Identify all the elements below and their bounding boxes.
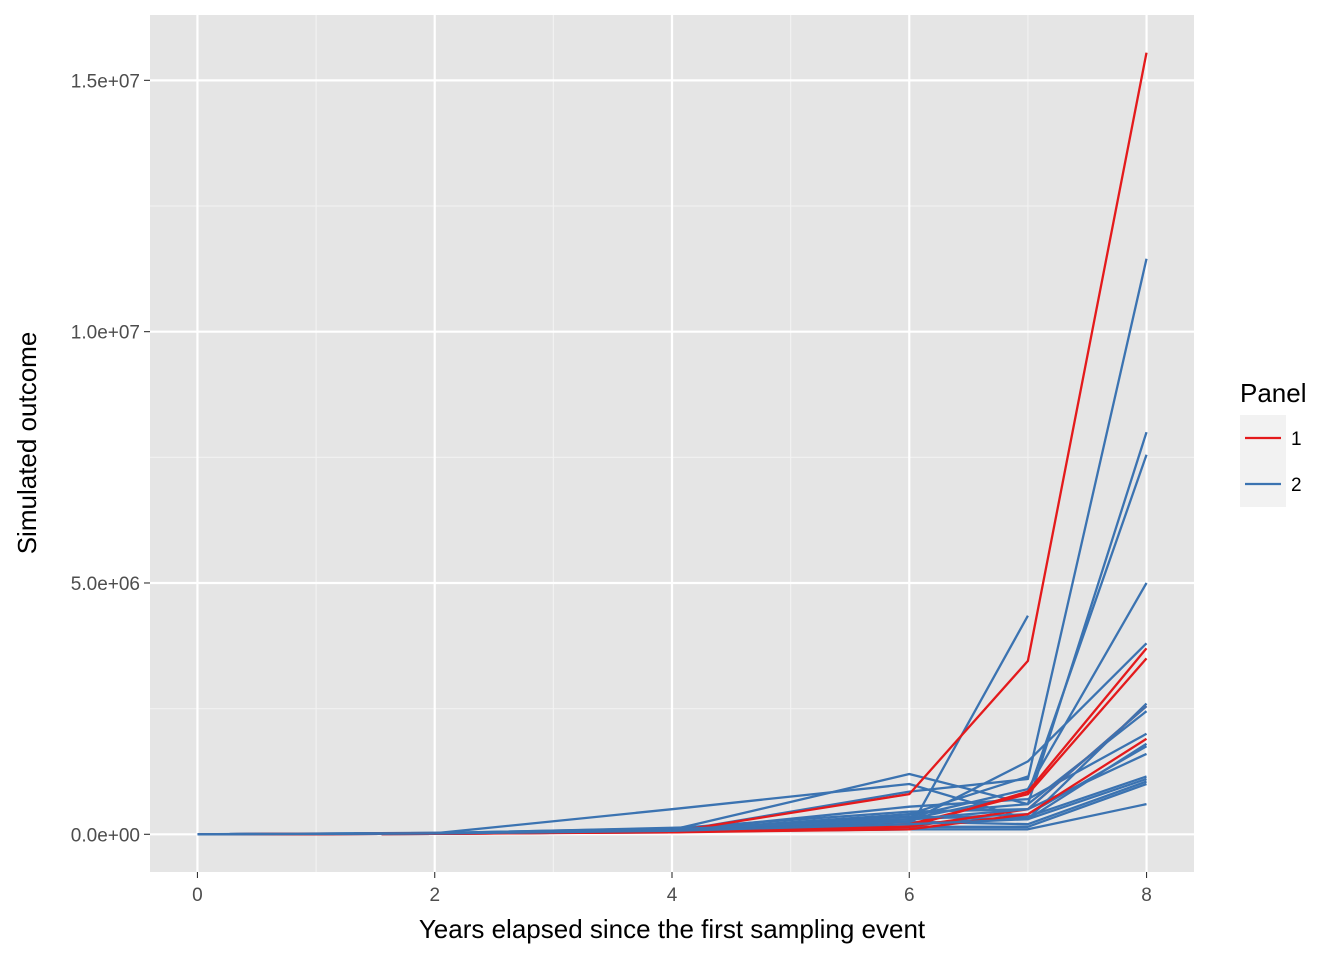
y-tick-label: 5.0e+06 [71,574,140,595]
legend-label-2: 2 [1291,475,1302,496]
x-tick-label: 4 [667,885,678,906]
x-tick-label: 2 [429,885,440,906]
legend-label-1: 1 [1291,429,1302,450]
legend: Panel 1 2 [1240,378,1307,507]
y-axis-title: Simulated outcome [12,332,42,555]
x-axis-title: Years elapsed since the first sampling e… [419,914,926,944]
x-tick-label: 6 [904,885,915,906]
series-line-panel-2 [197,742,1148,836]
x-axis-ticks: 0 2 4 6 8 [192,872,1152,906]
x-tick-label: 0 [192,885,203,906]
legend-entry-2: 2 [1240,461,1302,507]
series-lines [197,52,1148,836]
legend-entry-1: 1 [1240,415,1302,461]
y-tick-label: 1.0e+07 [71,323,140,344]
x-tick-label: 8 [1141,885,1152,906]
y-tick-label: 1.5e+07 [71,71,140,92]
y-axis-ticks: 0.0e+00 5.0e+06 1.0e+07 1.5e+07 [71,71,150,846]
y-tick-label: 0.0e+00 [71,825,140,846]
legend-title: Panel [1240,378,1307,408]
